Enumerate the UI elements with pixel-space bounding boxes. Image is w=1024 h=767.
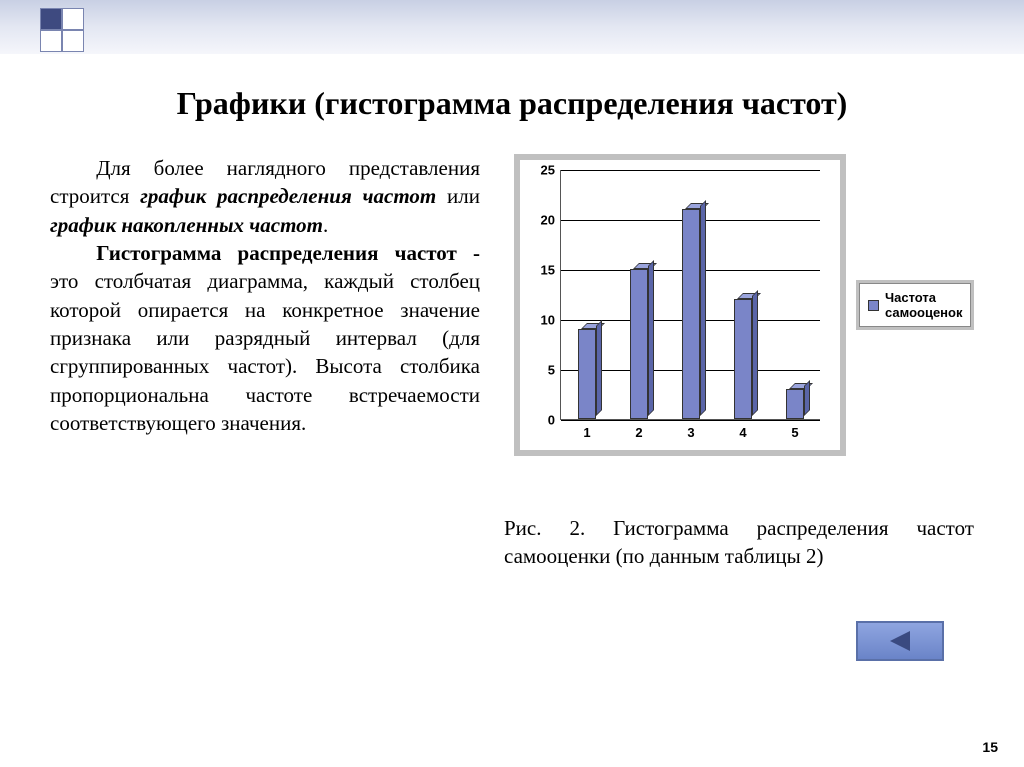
para2-body: это столбчатая диаграмма, каждый столбец… [50,269,480,435]
triangle-left-icon [890,631,910,651]
xtick-label: 5 [791,425,798,440]
ytick-label: 0 [548,413,555,428]
chart-with-legend: 0 5 10 15 20 25 1 2 3 4 5 Частотасамооценок [514,154,974,456]
xtick-label: 1 [583,425,590,440]
para1-term2: график накопленных частот [50,213,323,237]
ytick-label: 15 [541,263,555,278]
para2-lead: Гистограмма распределения частот - [96,241,480,265]
bar [682,209,700,419]
paragraph-2: Гистограмма распределения частот - это с… [50,239,480,437]
chart-area: 0 5 10 15 20 25 1 2 3 4 5 [520,160,840,450]
legend-label: Частотасамооценок [885,290,962,320]
plot-area: 051015202512345 [560,170,820,420]
page-content: Графики (гистограмма распределения часто… [50,85,974,571]
legend: Частотасамооценок [859,283,971,327]
bar [734,299,752,419]
para1-mid: или [436,184,480,208]
xtick-label: 3 [687,425,694,440]
page-title: Графики (гистограмма распределения часто… [50,85,974,122]
content-columns: Для более наглядного представления строи… [50,154,974,571]
paragraph-1: Для более наглядного представления строи… [50,154,480,239]
xtick-label: 2 [635,425,642,440]
header-squares-decoration [40,8,84,52]
bar [578,329,596,419]
text-column: Для более наглядного представления строи… [50,154,480,571]
chart-column: 0 5 10 15 20 25 1 2 3 4 5 Частотасамооценок Рис. 2… [504,154,974,571]
legend-panel: Частотасамооценок [856,280,974,330]
page-number: 15 [982,739,998,755]
para1-end: . [323,213,328,237]
para1-term1: график распределения частот [140,184,436,208]
header-gradient [0,0,1024,54]
previous-button[interactable] [856,621,944,661]
ytick-label: 10 [541,313,555,328]
legend-swatch [868,300,879,311]
ytick-label: 5 [548,363,555,378]
chart-panel: 0 5 10 15 20 25 1 2 3 4 5 [514,154,846,456]
ytick-label: 20 [541,213,555,228]
figure-caption: Рис. 2. Гистограмма распределения частот… [504,514,974,571]
bar [786,389,804,419]
xtick-label: 4 [739,425,746,440]
bar [630,269,648,419]
ytick-label: 25 [541,163,555,178]
